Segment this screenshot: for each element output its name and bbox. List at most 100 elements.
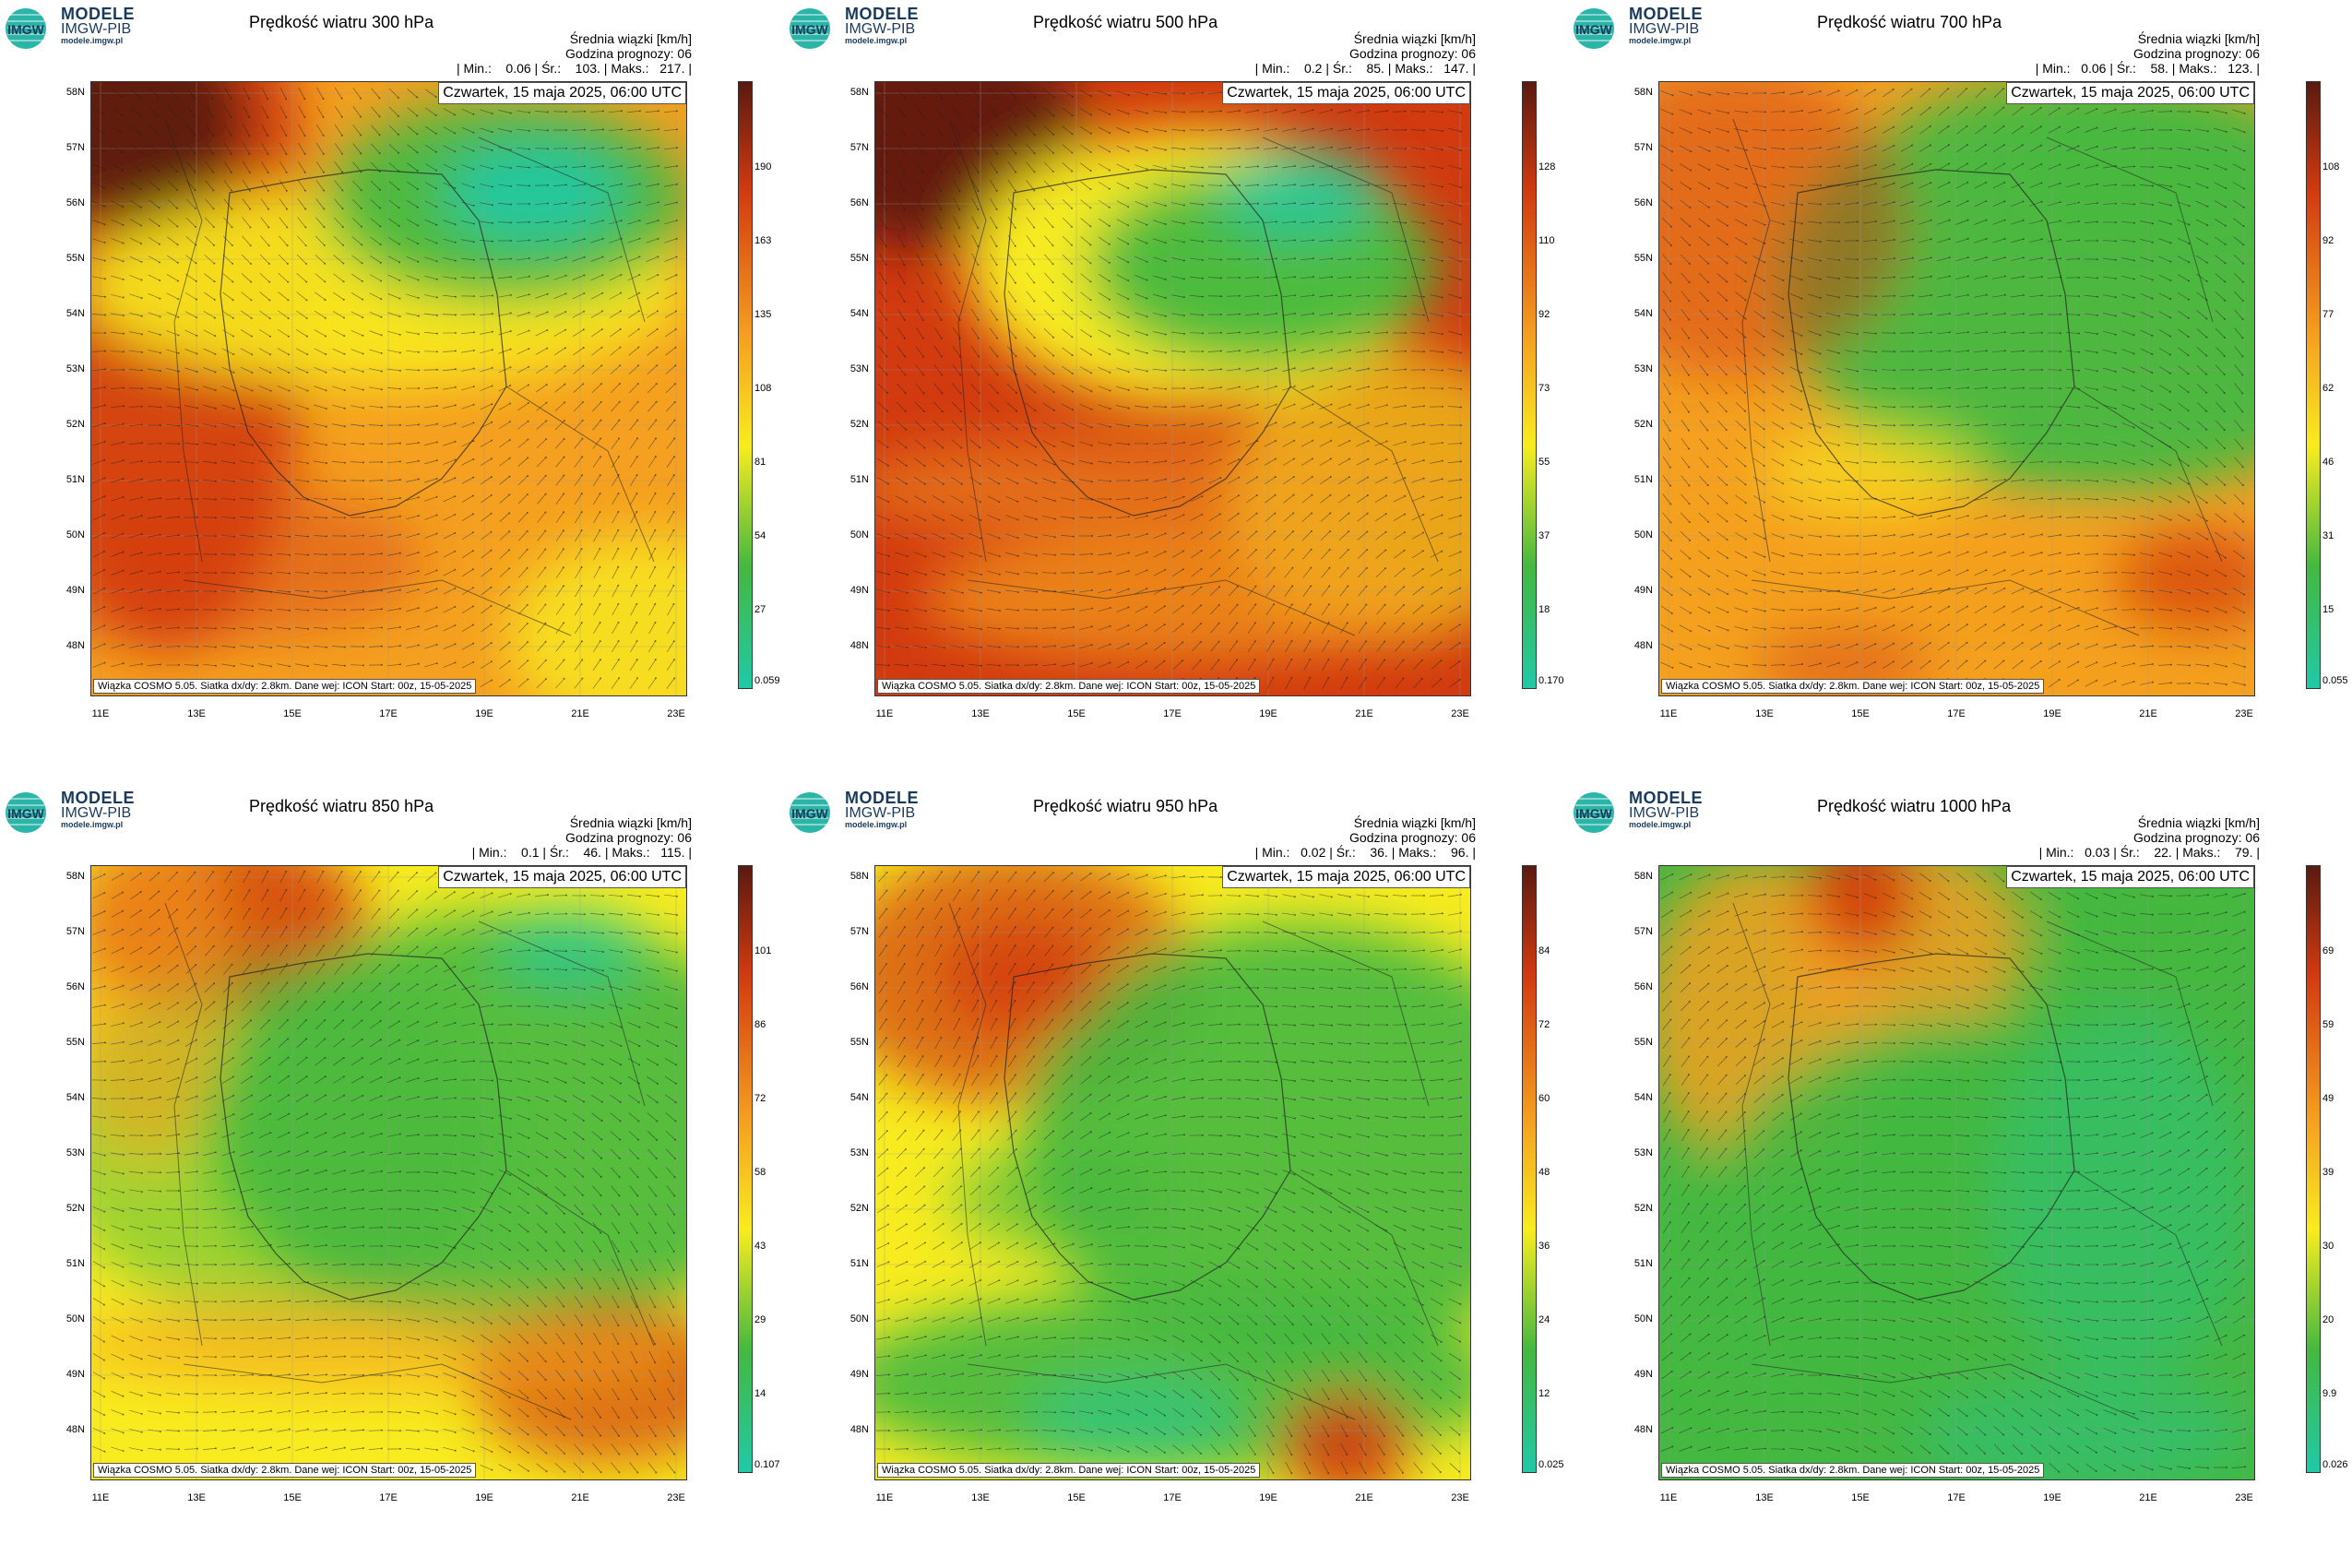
latitude-label: 56N (65, 981, 85, 992)
forecast-panel: IMGW MODELE IMGW-PIB modele.imgw.pl Prędkość… (0, 784, 784, 1568)
longitude-label: 21E (2139, 708, 2157, 719)
latitude-label: 53N (1633, 363, 1653, 374)
colorbar-tick-label: 43 (754, 1241, 766, 1252)
latitude-label: 54N (65, 1092, 85, 1103)
latitude-label: 57N (65, 926, 85, 937)
wind-speed-map: Czwartek, 15 maja 2025, 06:00 UTC Wiązka … (90, 81, 687, 696)
unit-label: Średnia wiązki [km/h] (2137, 31, 2260, 46)
latitude-label: 58N (849, 871, 869, 882)
panel-title: Prędkość wiatru 950 hPa (1033, 797, 1218, 815)
colorbar-tick-label: 20 (2322, 1314, 2334, 1325)
longitude-label: 17E (379, 708, 398, 719)
latitude-label: 55N (1633, 253, 1653, 264)
longitude-label: 11E (1659, 1492, 1678, 1503)
brand-text: MODELE IMGW-PIB modele.imgw.pl (61, 6, 135, 45)
longitude-label: 17E (1947, 708, 1966, 719)
longitude-label: 17E (1947, 1492, 1966, 1503)
longitude-label: 11E (91, 1492, 110, 1503)
brand-line-1: MODELE (845, 789, 920, 807)
brand-line-2: IMGW-PIB (845, 805, 916, 821)
longitude-label: 21E (1355, 708, 1373, 719)
brand-url: modele.imgw.pl (1629, 36, 1692, 45)
latitude-label: 52N (849, 419, 869, 430)
colorbar-tick-label: 92 (2322, 235, 2334, 246)
colorbar-tick-label: 55 (1538, 457, 1550, 468)
colorbar-tick-label: 60 (1538, 1093, 1550, 1104)
forecast-panel: IMGW MODELE IMGW-PIB modele.imgw.pl Prędkość… (784, 0, 1568, 784)
latitude-label: 57N (1633, 926, 1653, 937)
latitude-label: 48N (1633, 1424, 1653, 1435)
panel-title: Prędkość wiatru 700 hPa (1817, 13, 2002, 31)
longitude-label: 13E (187, 708, 206, 719)
latitude-label: 56N (849, 197, 869, 208)
colorbar-tick-label: 69 (2322, 945, 2334, 956)
brand-text: MODELE IMGW-PIB modele.imgw.pl (61, 790, 135, 829)
longitude-label: 21E (2139, 1492, 2157, 1503)
colorbar-tick-label: 29 (754, 1314, 766, 1325)
latitude-label: 51N (849, 474, 869, 485)
longitude-label: 19E (475, 708, 493, 719)
longitude-label: 19E (2043, 708, 2061, 719)
longitude-label: 15E (1851, 708, 1870, 719)
min-mean-max: | Min.: 0.02 | Śr.: 36. | Maks.: 96. | (1254, 845, 1476, 860)
latitude-label: 58N (1633, 871, 1653, 882)
brand-text: MODELE IMGW-PIB modele.imgw.pl (845, 6, 919, 45)
valid-time-label: Czwartek, 15 maja 2025, 06:00 UTC (2006, 82, 2254, 104)
longitude-label: 21E (571, 1492, 589, 1503)
svg-text:IMGW: IMGW (1575, 22, 1612, 37)
longitude-label: 15E (283, 708, 302, 719)
brand-line-1: MODELE (61, 5, 136, 23)
valid-time-label: Czwartek, 15 maja 2025, 06:00 UTC (1222, 82, 1470, 104)
latitude-label: 55N (65, 253, 85, 264)
colorbar-tick-label: 72 (1538, 1019, 1550, 1030)
brand-line-2: IMGW-PIB (61, 805, 132, 821)
colorbar-tick-label: 54 (754, 530, 766, 541)
wind-speed-map: Czwartek, 15 maja 2025, 06:00 UTC Wiązka … (1658, 865, 2255, 1480)
forecast-panel: IMGW MODELE IMGW-PIB modele.imgw.pl Prędkość… (1568, 784, 2352, 1568)
colorbar-tick-label: 72 (754, 1093, 766, 1104)
stats-block: Średnia wiązki [km/h] Godzina prognozy: 0… (2039, 815, 2260, 860)
colorbar (738, 865, 753, 1473)
wind-speed-map: Czwartek, 15 maja 2025, 06:00 UTC Wiązka … (90, 865, 687, 1480)
svg-text:IMGW: IMGW (7, 22, 44, 37)
latitude-label: 55N (849, 253, 869, 264)
latitude-label: 58N (65, 87, 85, 98)
longitude-label: 19E (475, 1492, 493, 1503)
forecast-hour: Godzina prognozy: 06 (2133, 46, 2260, 61)
brand-line-2: IMGW-PIB (1629, 21, 1700, 37)
latitude-label: 48N (1633, 640, 1653, 651)
brand-line-2: IMGW-PIB (61, 21, 132, 37)
colorbar-tick-label: 0.170 (1538, 675, 1564, 686)
forecast-hour: Godzina prognozy: 06 (2133, 830, 2260, 845)
latitude-label: 54N (65, 308, 85, 319)
longitude-label: 11E (875, 1492, 894, 1503)
longitude-label: 13E (971, 1492, 990, 1503)
longitude-label: 21E (571, 708, 589, 719)
latitude-label: 48N (65, 1424, 85, 1435)
latitude-label: 49N (65, 585, 85, 596)
min-mean-max: | Min.: 0.03 | Śr.: 22. | Maks.: 79. | (2038, 845, 2260, 860)
panel-title: Prędkość wiatru 300 hPa (249, 13, 434, 31)
imgw-logo-icon: IMGW (6, 8, 46, 49)
longitude-label: 11E (1659, 708, 1678, 719)
colorbar-tick-label: 163 (754, 235, 772, 246)
longitude-label: 13E (971, 708, 990, 719)
model-credit: Wiązka COSMO 5.05. Siatka dx/dy: 2.8km. … (93, 679, 477, 694)
imgw-logo-icon: IMGW (1574, 792, 1614, 833)
latitude-label: 56N (1633, 197, 1653, 208)
colorbar-tick-label: 128 (1538, 161, 1556, 172)
latitude-label: 51N (65, 1258, 85, 1269)
latitude-label: 52N (1633, 1203, 1653, 1214)
colorbar-tick-label: 73 (1538, 383, 1550, 394)
colorbar-tick-label: 12 (1538, 1388, 1550, 1399)
latitude-label: 54N (1633, 1092, 1653, 1103)
latitude-label: 53N (65, 363, 85, 374)
forecast-hour: Godzina prognozy: 06 (1349, 46, 1476, 61)
longitude-label: 21E (1355, 1492, 1373, 1503)
imgw-logo-icon: IMGW (790, 792, 830, 833)
panel-title: Prędkość wiatru 500 hPa (1033, 13, 1218, 31)
min-mean-max: | Min.: 0.06 | Śr.: 58. | Maks.: 123. | (2035, 61, 2260, 76)
forecast-hour: Godzina prognozy: 06 (565, 46, 692, 61)
stats-block: Średnia wiązki [km/h] Godzina prognozy: 0… (2036, 31, 2260, 76)
latitude-label: 52N (65, 1203, 85, 1214)
